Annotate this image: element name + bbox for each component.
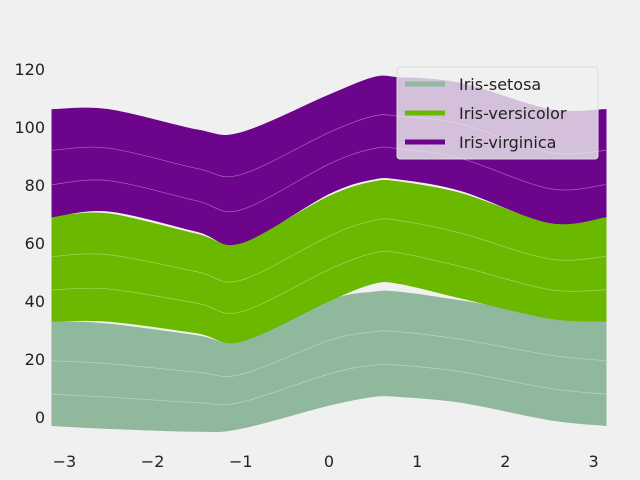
- y-tick-label: 60: [25, 234, 45, 253]
- y-tick-label: 100: [14, 118, 45, 137]
- series-line-0-1: [51, 330, 607, 377]
- y-tick-label: 80: [25, 176, 45, 195]
- legend-label-2: Iris-virginica: [459, 133, 556, 152]
- x-tick-label: 2: [500, 452, 510, 471]
- x-tick-label: −1: [229, 452, 253, 471]
- x-tick-label: −2: [141, 452, 165, 471]
- y-tick-label: 0: [35, 408, 45, 427]
- legend: Iris-setosa Iris-versicolor Iris-virginica: [396, 66, 599, 160]
- x-tick-label: 1: [412, 452, 422, 471]
- series-line-2-0: [51, 146, 607, 213]
- legend-label-1: Iris-versicolor: [459, 104, 567, 123]
- series-line-0-0: [51, 363, 607, 406]
- legend-label-0: Iris-setosa: [459, 75, 541, 94]
- series-line-1-1: [51, 218, 607, 283]
- y-tick-label: 40: [25, 292, 45, 311]
- y-tick-label: 20: [25, 350, 45, 369]
- y-tick-label: 120: [14, 60, 45, 79]
- series-line-1-0: [51, 250, 607, 314]
- x-tick-label: 3: [589, 452, 599, 471]
- x-tick-label: −3: [53, 452, 77, 471]
- legend-box: [396, 66, 599, 160]
- x-axis-tick-labels: −3 −2 −1 0 1 2 3: [53, 452, 599, 471]
- y-axis-tick-labels: 0 20 40 60 80 100 120: [14, 60, 45, 427]
- x-tick-label: 0: [324, 452, 334, 471]
